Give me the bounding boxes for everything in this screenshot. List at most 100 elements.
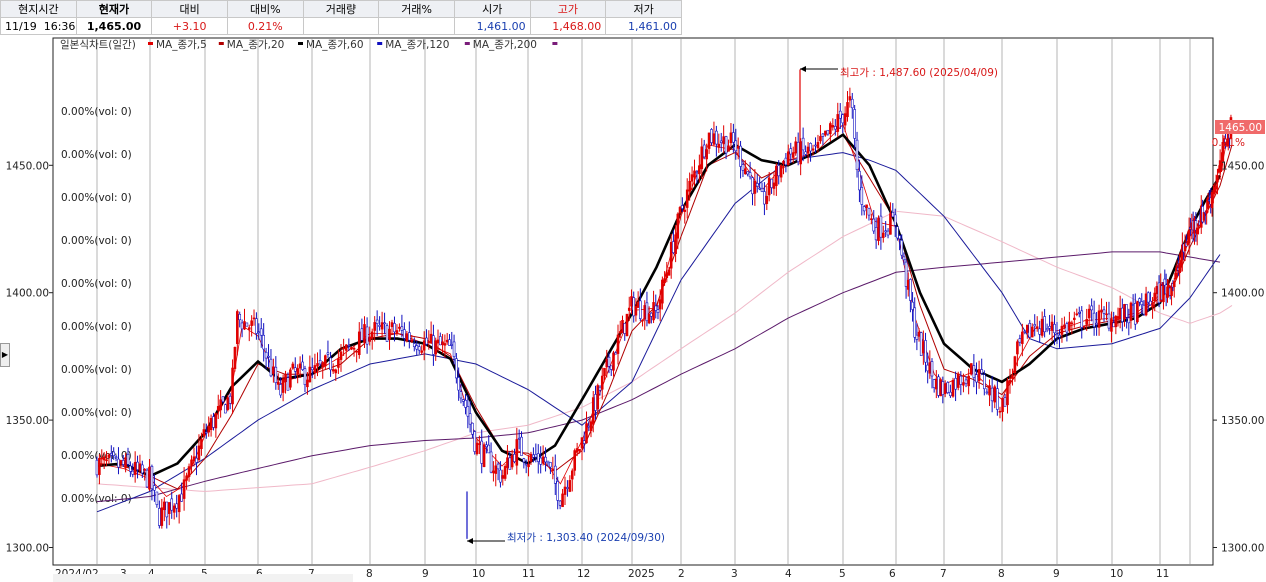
candle-body [412,343,416,347]
candle-body [891,211,895,218]
candle-body [956,373,960,388]
y-tick-label-left: 1300.00 [6,543,49,555]
candle-body [1008,379,1012,384]
candle-body [551,468,555,472]
chart-scrollbar[interactable] [53,574,353,582]
candle-body [712,133,716,145]
candle-body [1144,293,1148,316]
volume-label: 0.00%(vol: 0) [61,106,132,118]
candle-body [536,453,540,462]
volume-value [302,17,380,35]
candle-body [544,456,547,463]
candle-body [131,470,135,475]
y-tick-label-left: 1450.00 [6,160,49,172]
header-volume-pct: 거래% [378,0,455,18]
candle-body [935,378,938,390]
candle-body [306,379,309,388]
candle-body [233,346,237,369]
candle-body [1003,397,1007,407]
candle-body [836,114,840,132]
candle-body [663,278,666,284]
volume-label: 0.00%(vol: 0) [61,192,132,204]
candle-body [445,339,449,343]
candle-body [636,301,640,308]
candle-body [212,416,215,428]
candle-body [853,109,856,139]
candle-body [609,365,613,370]
candle-body [1206,197,1210,209]
x-tick-label: 3 [731,568,738,580]
candle-body [457,377,460,391]
candle-body [553,465,557,484]
candle-body [334,369,338,374]
candle-body [1123,304,1126,320]
volume-labels: 0.00%(vol: 0) 0.00%(vol: 0) 0.00%(vol: 0) 0… [61,106,132,505]
expand-panel-handle[interactable]: ▶ [0,343,10,367]
candle-body [478,443,481,445]
candle-body [1166,286,1169,298]
candle-body [909,279,912,301]
candle-body [501,475,505,479]
candle-body [618,331,622,334]
candle-body [160,507,164,526]
candle-body [337,358,340,368]
candle-body [846,102,849,117]
ma5-line [96,123,1233,498]
candle-body [262,335,265,350]
candle-body [969,363,973,375]
candle-body [980,369,984,374]
candle-body [398,326,401,329]
candle-body [1102,309,1106,314]
candle-body [881,232,885,238]
candle-body [539,457,542,465]
candle-body [436,339,440,344]
candle-body [705,149,708,160]
candle-body [829,123,832,135]
candle-body [623,323,627,334]
candle-body [1100,309,1103,313]
candle-body [911,301,914,310]
candle-body [865,204,868,208]
candle-body [729,132,733,144]
candle-body [1063,324,1066,328]
candle-body [480,440,484,464]
header-volume: 거래량 [302,0,380,18]
candle-body [240,322,244,330]
candle-body [591,397,595,425]
candle-body [621,320,624,333]
candle-body [641,319,644,322]
current-price-tag-pct: 0.21% [1212,137,1245,149]
low-annotation-label: 최저가 : 1,303.40 (2024/09/30) [507,532,665,544]
volume-label: 0.00%(vol: 0) [61,493,132,505]
candle-body [102,456,106,461]
candle-body [347,345,351,347]
candle-body [324,355,327,367]
candle-body [932,379,936,388]
legend-swatch [298,42,303,45]
candle-body [303,368,307,385]
candle-body [777,165,781,177]
candle-body [200,438,203,450]
candle-body [858,170,861,191]
candle-body [1129,302,1133,321]
candle-body [937,376,940,396]
candle-body [427,341,431,343]
candle-body [339,351,343,360]
candle-body [639,300,642,319]
candle-body [1065,323,1069,333]
candle-body [833,126,837,130]
candlestick-chart: 0.00%(vol: 0) 0.00%(vol: 0) 0.00%(vol: 0) 0… [6,37,1265,582]
candle-body [760,188,764,192]
candle-body [255,318,258,334]
candle-body [390,322,394,328]
candle-body [321,362,325,367]
candle-body [580,437,584,449]
candle-body [1055,333,1059,336]
candle-body [1138,298,1141,303]
candle-body [763,191,766,205]
legend-swatch [552,42,558,45]
candle-body [119,460,123,465]
x-tick-label: 6 [889,568,896,580]
candle-body [975,374,978,383]
candle-body [804,151,807,155]
